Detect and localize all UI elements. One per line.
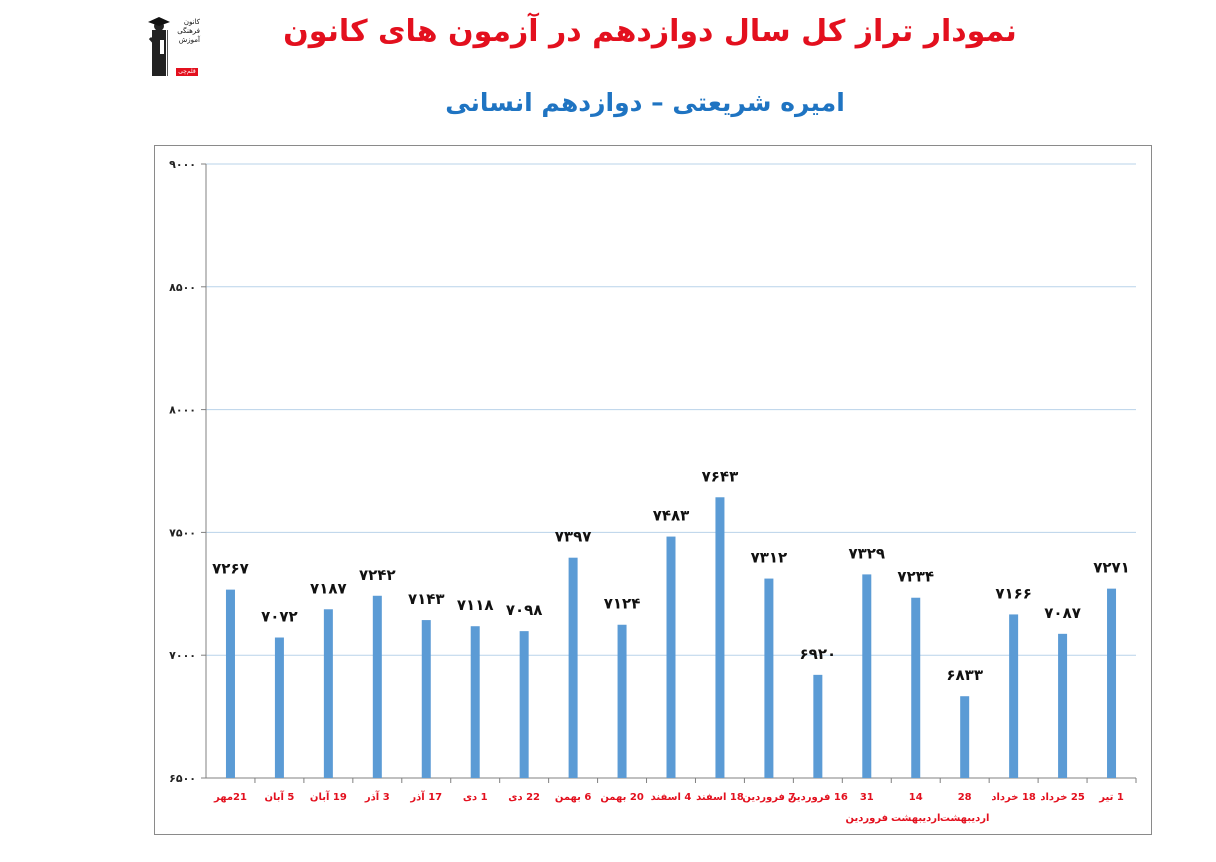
category-label: 25 خرداد — [1040, 792, 1085, 803]
category-label: 4 اسفند — [651, 792, 692, 803]
category-label: 6 بهمن — [555, 792, 592, 803]
category-label: 31 فروردین — [845, 792, 888, 824]
category-label-line: 4 اسفند — [651, 792, 692, 803]
category-label-line: فروردین — [845, 813, 888, 824]
graduate-logo-icon — [148, 17, 170, 76]
category-label-line: 17 آذر — [409, 790, 442, 803]
category-label-line: 31 — [860, 792, 874, 803]
category-label-line: 20 بهمن — [600, 792, 644, 803]
data-label: ۷۰۸۷ — [1044, 604, 1081, 622]
category-label: 1 دی — [463, 792, 488, 803]
y-tick-label: ۶۵۰۰ — [169, 772, 196, 785]
category-label: 14 اردیبهشت — [891, 792, 941, 824]
category-label: 5 آبان — [264, 790, 294, 803]
y-tick-label: ۸۵۰۰ — [169, 281, 196, 294]
y-tick-label: ۸۰۰۰ — [169, 404, 196, 417]
data-label: ۷۱۱۸ — [457, 596, 494, 614]
category-label-line: 19 آبان — [310, 790, 347, 803]
data-label: ۷۲۷۱ — [1093, 559, 1130, 577]
data-label: ۷۲۳۴ — [897, 568, 934, 586]
category-label-line: 5 آبان — [264, 790, 294, 803]
category-label-line: 28 — [958, 792, 972, 803]
bar — [1107, 588, 1117, 778]
data-label: ۷۶۴۳ — [702, 467, 739, 485]
category-label-line: 25 خرداد — [1040, 792, 1085, 803]
bar — [960, 696, 970, 778]
category-label: 19 آبان — [310, 790, 347, 803]
bar — [225, 589, 235, 778]
data-label: ۷۱۸۷ — [310, 579, 347, 597]
data-label: ۷۰۹۸ — [506, 601, 543, 619]
category-label: 28 اردیبهشت — [940, 792, 990, 824]
category-label: 18 خرداد — [991, 792, 1036, 803]
bar — [617, 624, 627, 778]
bar — [274, 637, 284, 778]
bar — [813, 674, 823, 778]
logo-text: کانون فرهنگی آموزش — [166, 18, 200, 45]
category-label-line: اردیبهشت — [940, 813, 990, 824]
data-label: ۷۱۴۳ — [408, 590, 445, 608]
category-label-line: 18 اسفند — [696, 792, 744, 803]
bar — [862, 574, 872, 778]
category-label: 21مهر — [213, 792, 247, 803]
data-label: ۷۴۸۳ — [653, 507, 690, 525]
bar — [323, 609, 333, 778]
category-label: 17 آذر — [409, 790, 442, 803]
bar — [568, 557, 578, 778]
logo-line: آموزش — [178, 36, 200, 44]
bar — [666, 536, 676, 778]
category-label: 18 اسفند — [696, 792, 744, 803]
bar — [715, 497, 725, 778]
y-tick-label: ۷۰۰۰ — [169, 649, 196, 662]
data-label: ۷۰۷۲ — [261, 608, 298, 626]
category-label: 16 فروردین — [788, 792, 848, 803]
category-label-line: 16 فروردین — [788, 792, 848, 803]
data-label: ۷۳۹۷ — [555, 528, 592, 546]
category-label: 20 بهمن — [600, 792, 644, 803]
chart-title: نمودار تراز کل سال دوازدهم در آزمون های … — [283, 14, 1017, 49]
bar — [519, 631, 529, 778]
data-label: ۷۲۶۷ — [212, 560, 249, 578]
category-label-line: 1 تیر — [1098, 792, 1124, 803]
category-label: 3 آذر — [364, 790, 390, 803]
bar — [1058, 633, 1068, 778]
chart-frame — [154, 145, 1152, 835]
category-label-line: 1 دی — [463, 792, 488, 803]
bar — [372, 595, 382, 778]
logo-line: فرهنگی — [177, 27, 200, 35]
category-label-line: 6 بهمن — [555, 792, 592, 803]
data-label: ۷۱۶۶ — [995, 584, 1032, 602]
category-label: 7 فروردین — [742, 792, 795, 803]
data-label: ۶۸۳۳ — [946, 666, 983, 684]
data-label: ۷۳۱۲ — [751, 549, 788, 567]
logo-badge: قلم‌چی — [176, 68, 198, 76]
category-label-line: 14 — [909, 792, 923, 803]
y-tick-label: ۷۵۰۰ — [169, 526, 196, 539]
category-label-line: 22 دی — [508, 792, 540, 803]
category-label-line: 3 آذر — [364, 790, 390, 803]
y-tick-label: ۹۰۰۰ — [169, 158, 196, 171]
category-label: 1 تیر — [1098, 792, 1124, 803]
bar — [1009, 614, 1019, 778]
kanoon-logo: کانون فرهنگی آموزش قلم‌چی — [146, 16, 202, 78]
category-label-line: 18 خرداد — [991, 792, 1036, 803]
data-label: ۷۳۲۹ — [848, 544, 885, 562]
data-label: ۷۲۴۲ — [359, 566, 396, 584]
category-label-line: 7 فروردین — [742, 792, 795, 803]
logo-line: کانون — [183, 18, 200, 26]
bar — [764, 578, 774, 778]
data-label: ۶۹۲۰ — [800, 645, 837, 663]
data-label: ۷۱۲۴ — [604, 595, 641, 613]
category-label-line: 21مهر — [213, 792, 247, 803]
category-label-line: اردیبهشت — [891, 813, 941, 824]
bar — [911, 597, 921, 778]
chart-subtitle: امیره شریعتی – دوازدهم انسانی — [445, 88, 845, 117]
category-label: 22 دی — [508, 792, 540, 803]
bar — [421, 620, 431, 778]
bar — [470, 626, 480, 778]
